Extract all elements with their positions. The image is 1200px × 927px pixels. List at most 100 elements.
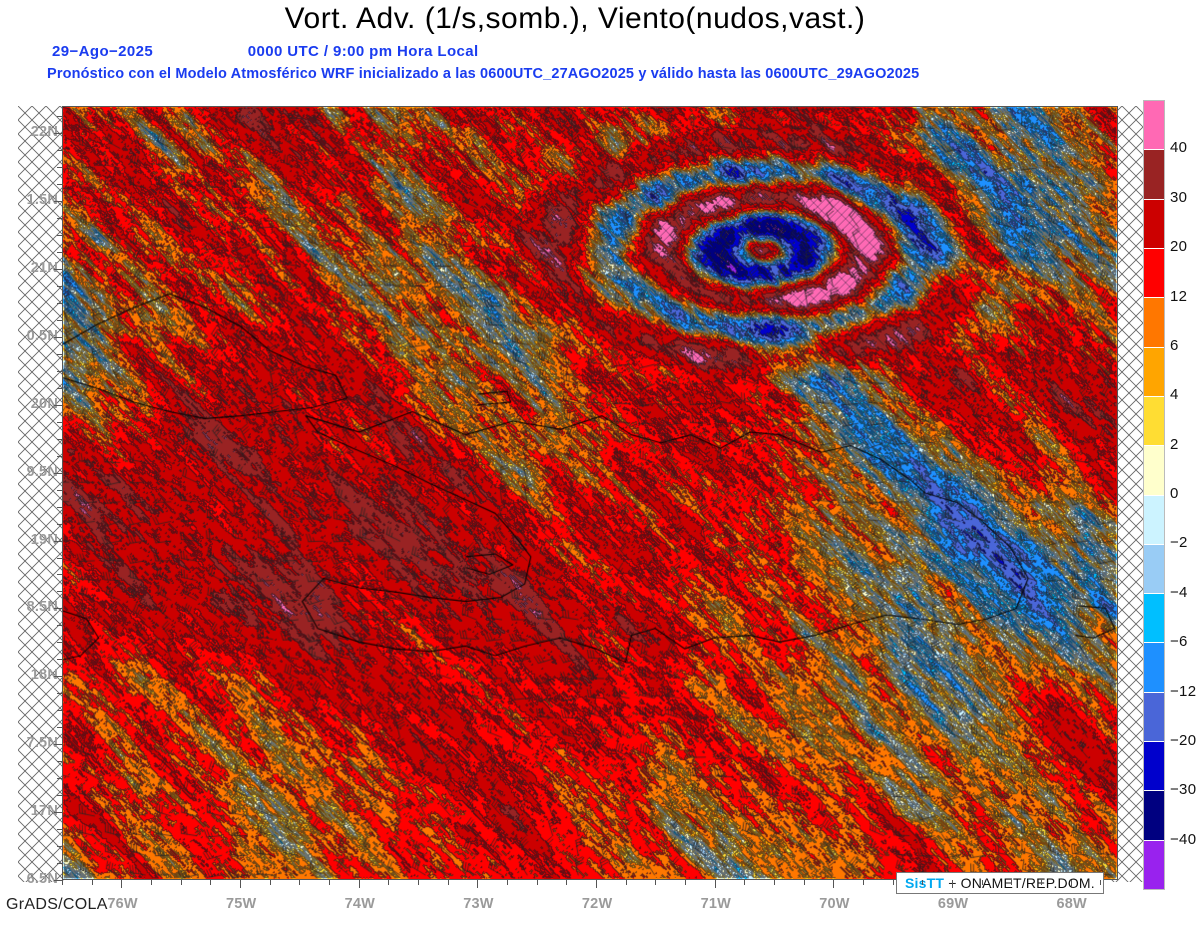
x-axis-tick: 74W bbox=[344, 896, 376, 912]
y-axis-tick: 20N bbox=[30, 395, 58, 412]
x-axis-tick-mark bbox=[121, 880, 123, 888]
colorbar-band bbox=[1144, 594, 1164, 644]
x-axis-tick-mark bbox=[536, 880, 538, 885]
x-axis-tick-mark bbox=[803, 880, 805, 885]
colorbar-tick: 12 bbox=[1170, 287, 1188, 305]
y-axis-tick-mark bbox=[57, 319, 62, 321]
x-axis-tick-mark bbox=[714, 880, 716, 888]
y-axis-tick-mark bbox=[54, 540, 62, 542]
colorbar-tick: 20 bbox=[1170, 238, 1188, 256]
y-axis-tick-mark bbox=[54, 880, 62, 881]
y-axis-tick-mark bbox=[57, 642, 62, 644]
y-axis-tick: 22N bbox=[30, 124, 58, 141]
colorbar-band bbox=[1144, 199, 1164, 249]
y-axis-tick-mark bbox=[57, 693, 62, 695]
x-axis-tick-mark bbox=[269, 880, 271, 885]
y-axis-tick-mark bbox=[54, 268, 62, 270]
colorbar-tick: −2 bbox=[1170, 534, 1188, 552]
y-axis-tick: 17N bbox=[30, 803, 58, 820]
y-axis-tick-mark bbox=[54, 676, 62, 678]
forecast-date: 29−Ago−2025 bbox=[52, 43, 154, 60]
x-axis-tick-mark bbox=[922, 880, 924, 885]
x-axis-tick: 73W bbox=[463, 896, 494, 912]
x-axis-tick-mark bbox=[299, 880, 301, 885]
y-axis-tick: 9.5N bbox=[26, 463, 58, 480]
colorbar-tick: −30 bbox=[1170, 781, 1197, 799]
x-axis-tick-mark bbox=[150, 880, 152, 885]
sistt-logo-text: SisTT bbox=[905, 875, 945, 891]
x-axis-tick-mark bbox=[239, 880, 241, 888]
colorbar-band bbox=[1144, 101, 1164, 151]
colorbar-tick: 4 bbox=[1170, 386, 1179, 404]
y-axis-tick-mark bbox=[57, 251, 62, 253]
y-axis-tick-mark bbox=[57, 727, 62, 729]
x-axis-tick-mark bbox=[1011, 880, 1013, 885]
y-axis-tick-mark bbox=[57, 574, 62, 576]
y-axis-tick: 7.5N bbox=[26, 735, 58, 752]
outside-domain-hatch-left bbox=[18, 106, 64, 882]
colorbar-tick: −20 bbox=[1170, 731, 1197, 749]
x-axis-tick-mark bbox=[862, 880, 864, 885]
colorbar-band bbox=[1144, 298, 1164, 348]
y-axis-tick-mark bbox=[57, 421, 62, 423]
sistt-logo-box: SisTT − ONAMET/REP.DOM. bbox=[896, 872, 1104, 894]
grads-credit: GrADS/COLA bbox=[6, 896, 108, 913]
y-axis-tick-mark bbox=[57, 184, 62, 186]
y-axis-tick-mark bbox=[54, 744, 62, 746]
colorbar-tick: −6 bbox=[1170, 633, 1188, 651]
y-axis-tick-mark bbox=[57, 710, 62, 712]
y-axis-tick-mark bbox=[57, 235, 62, 236]
agency-label: − ONAMET/REP.DOM. bbox=[948, 875, 1095, 891]
colorbar-band bbox=[1144, 643, 1164, 693]
forecast-description: Pronóstico con el Modelo Atmosférico WRF… bbox=[47, 66, 920, 82]
x-axis-tick-mark bbox=[388, 880, 390, 885]
x-axis-tick: 68W bbox=[1056, 896, 1087, 912]
x-axis-tick-mark bbox=[506, 880, 508, 885]
y-axis-tick: 0.5N bbox=[26, 327, 58, 344]
x-axis-tick-mark bbox=[595, 880, 597, 888]
colorbar-band bbox=[1144, 347, 1164, 397]
colorbar-tick: 0 bbox=[1170, 485, 1179, 502]
y-axis-tick-mark bbox=[57, 302, 62, 304]
y-axis-tick-mark bbox=[57, 489, 62, 491]
x-axis-tick: 75W bbox=[225, 896, 257, 912]
x-axis-tick: 71W bbox=[700, 896, 731, 912]
colorbar-band bbox=[1144, 544, 1164, 595]
subtitle-row: 29−Ago−2025 0000 UTC / 9:00 pm Hora Loca… bbox=[52, 43, 1152, 60]
y-axis-tick-mark bbox=[57, 863, 62, 865]
y-axis-tick: 19N bbox=[30, 531, 58, 548]
x-axis-tick-mark bbox=[1070, 880, 1072, 888]
y-axis-tick-mark bbox=[57, 150, 62, 152]
y-axis-tick-mark bbox=[54, 404, 62, 406]
colorbar-tick: 40 bbox=[1170, 139, 1188, 157]
y-axis-tick-mark bbox=[54, 201, 62, 203]
x-axis-tick: 69W bbox=[937, 896, 969, 912]
colorbar-band bbox=[1144, 446, 1164, 496]
y-axis-tick-mark bbox=[57, 829, 62, 831]
x-axis-tick-mark bbox=[358, 880, 360, 888]
colorbar-band bbox=[1144, 495, 1164, 545]
colorbar-tick: −12 bbox=[1170, 682, 1197, 700]
x-axis-tick-mark bbox=[1100, 880, 1102, 885]
y-axis-tick-mark bbox=[57, 438, 62, 440]
x-axis-tick-mark bbox=[210, 880, 212, 885]
x-axis-tick-mark bbox=[62, 880, 63, 885]
x-axis-tick-mark bbox=[981, 880, 983, 885]
map-plot-area[interactable] bbox=[62, 106, 1118, 880]
x-axis-tick-mark bbox=[951, 880, 953, 888]
y-axis-tick-mark bbox=[57, 846, 62, 848]
x-axis-tick: 76W bbox=[107, 896, 138, 912]
colorbar-band bbox=[1144, 791, 1164, 841]
y-axis-tick-mark bbox=[57, 353, 62, 355]
x-axis-tick-mark bbox=[833, 880, 835, 888]
y-axis-tick-mark bbox=[57, 387, 62, 389]
x-axis-tick-mark bbox=[1040, 880, 1042, 885]
x-axis-tick-mark bbox=[744, 880, 746, 885]
x-axis-tick-mark bbox=[625, 880, 627, 885]
y-axis-tick: 18N bbox=[30, 667, 58, 684]
y-axis-tick: 8.5N bbox=[26, 599, 58, 616]
colorbar[interactable] bbox=[1143, 100, 1165, 890]
y-axis-tick-mark bbox=[57, 591, 62, 593]
y-axis-tick-mark bbox=[57, 116, 62, 118]
x-axis-tick-mark bbox=[655, 880, 657, 885]
